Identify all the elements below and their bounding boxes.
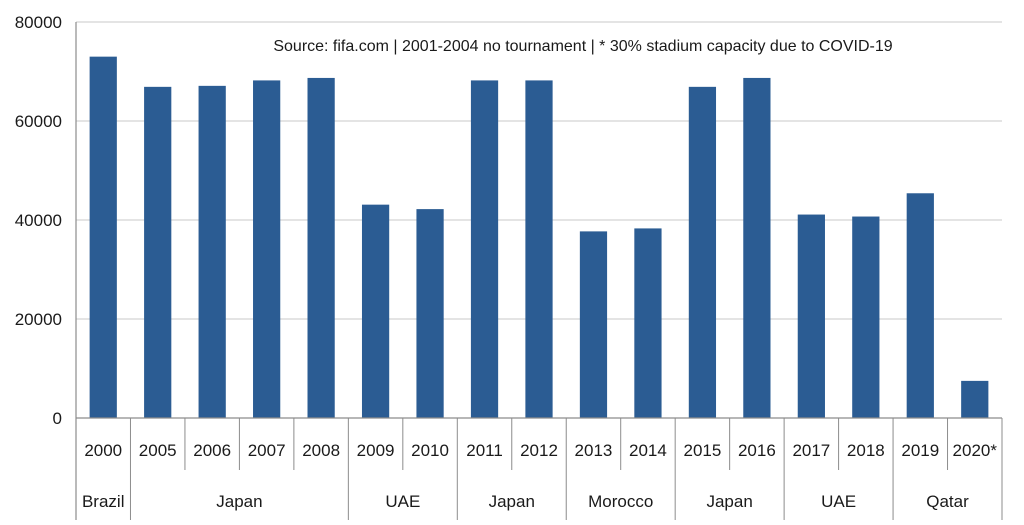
x-tick-label: 2006 [193,441,231,460]
x-tick-label: 2018 [847,441,885,460]
x-tick-label: 2017 [792,441,830,460]
x-tick-label: 2016 [738,441,776,460]
y-tick-label: 20000 [15,310,62,329]
group-label: Morocco [588,492,653,511]
bar [198,85,226,418]
group-label: Japan [216,492,262,511]
x-tick-label: 2005 [139,441,177,460]
group-label: Japan [706,492,752,511]
group-label: Japan [489,492,535,511]
bar [906,193,934,418]
bar [361,204,390,418]
x-tick-label: 2008 [302,441,340,460]
x-tick-label: 2020* [953,441,998,460]
group-label: Brazil [82,492,125,511]
bar [688,86,717,418]
y-tick-label: 60000 [15,112,62,131]
bar [634,228,662,418]
y-tick-label: 0 [53,409,62,428]
x-tick-labels: 2000 2005 2006 2007 2008 2009 2010 2011 2012 2013… [84,441,997,460]
y-tick-label: 40000 [15,211,62,230]
x-tick-label: 2019 [901,441,939,460]
x-tick-label: 2012 [520,441,558,460]
bar [579,231,608,418]
bars [89,56,989,419]
bar [852,216,880,418]
x-tick-label: 2014 [629,441,667,460]
x-tick-label: 2007 [248,441,286,460]
x-tick-label: 2015 [683,441,721,460]
bar [307,77,335,418]
group-label: UAE [385,492,420,511]
bar [797,214,825,418]
bar [961,380,989,418]
bar [253,80,281,418]
x-tick-label: 2013 [575,441,613,460]
x-tick-label: 2011 [466,441,503,460]
x-tick-label: 2009 [357,441,395,460]
bar [144,86,172,418]
axes [75,22,1003,520]
source-annotation: Source: fifa.com | 2001-2004 no tourname… [273,38,892,55]
bar [416,209,444,418]
group-label: Qatar [926,492,969,511]
bar [743,77,771,418]
group-labels: Brazil Japan UAE Japan Morocco Japan UAE Qatar [82,492,969,511]
x-tick-label: 2000 [84,441,122,460]
bar [470,80,499,418]
bar [525,80,553,418]
x-tick-label: 2010 [411,441,449,460]
y-tick-labels: 0 20000 40000 60000 80000 [15,13,62,428]
y-tick-label: 80000 [15,13,62,32]
group-label: UAE [821,492,856,511]
bar [89,56,117,419]
